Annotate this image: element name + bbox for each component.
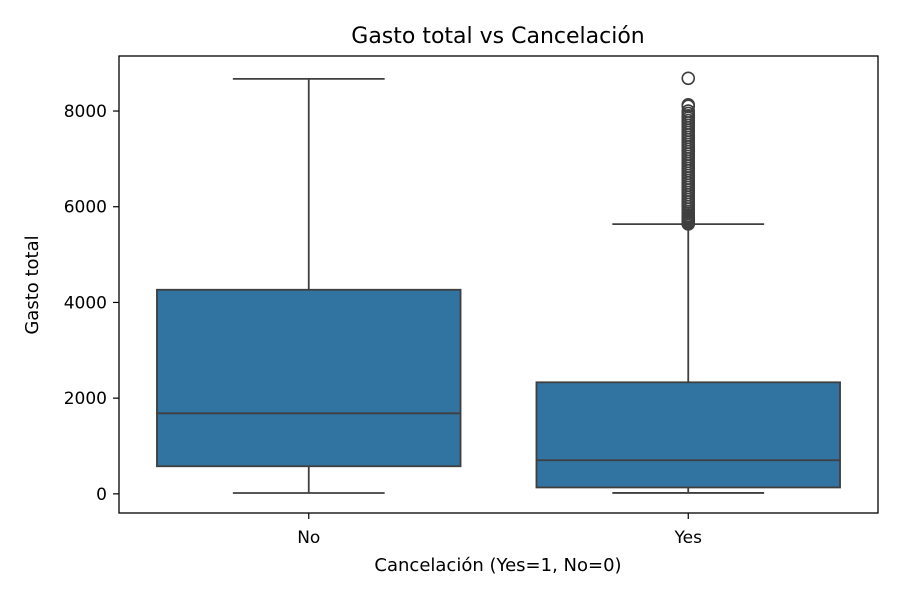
y-axis-label: Gasto total: [22, 235, 43, 334]
chart-title: Gasto total vs Cancelación: [351, 24, 644, 49]
outlier-point: [681, 104, 696, 118]
box-iqr: [156, 288, 462, 468]
x-axis-label: Cancelación (Yes=1, No=0): [374, 555, 621, 576]
y-tick-label: 0: [96, 485, 107, 505]
outlier-point: [681, 71, 696, 86]
y-tick-label: 8000: [64, 102, 107, 122]
y-tick-label: 4000: [64, 293, 107, 313]
box-group-yes: [535, 71, 841, 494]
box-group-no: [156, 77, 462, 494]
y-tick-label: 2000: [64, 389, 107, 409]
outlier-point: [681, 98, 696, 112]
x-tick-label: No: [297, 528, 320, 548]
x-tick-label: Yes: [674, 528, 703, 548]
y-tick-label: 6000: [64, 198, 107, 218]
plot-area: [156, 71, 841, 494]
plot-frame: [118, 55, 879, 514]
box-iqr: [535, 381, 841, 489]
